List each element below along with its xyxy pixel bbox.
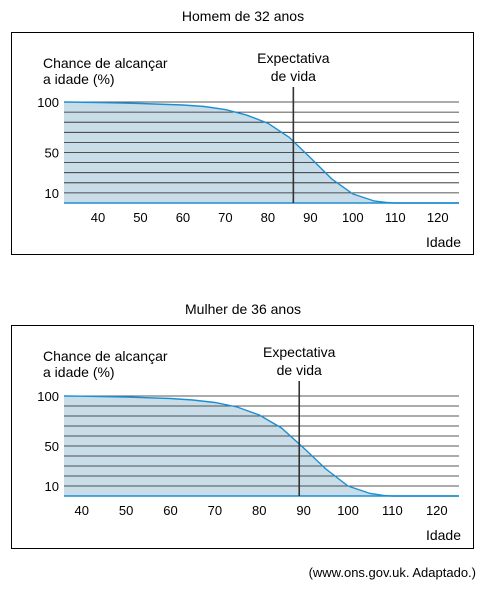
x-tick-label: 40 bbox=[91, 210, 105, 225]
x-axis-label: Idade bbox=[426, 234, 461, 250]
x-tick-label: 80 bbox=[261, 210, 275, 225]
x-tick-label: 50 bbox=[119, 503, 133, 518]
x-tick-label: 70 bbox=[218, 210, 232, 225]
y-tick-label: 100 bbox=[37, 389, 59, 404]
y-axis-label: a idade (%) bbox=[43, 71, 115, 87]
x-tick-label: 70 bbox=[208, 503, 222, 518]
x-tick-label: 60 bbox=[163, 503, 177, 518]
x-tick-label: 50 bbox=[133, 210, 147, 225]
x-tick-label: 120 bbox=[426, 503, 448, 518]
survival-curve bbox=[63, 395, 459, 497]
chart-2-title: Mulher de 36 anos bbox=[185, 301, 301, 317]
y-axis-label: a idade (%) bbox=[43, 364, 115, 380]
x-tick-label: 90 bbox=[296, 503, 310, 518]
survival-curve bbox=[63, 101, 459, 204]
x-tick-label: 100 bbox=[342, 210, 364, 225]
y-tick-label: 50 bbox=[45, 439, 59, 454]
marker-label: de vida bbox=[277, 362, 322, 378]
marker-label: de vida bbox=[271, 68, 316, 84]
x-tick-label: 80 bbox=[252, 503, 266, 518]
y-tick-label: 10 bbox=[45, 479, 59, 494]
x-tick-label: 60 bbox=[176, 210, 190, 225]
y-axis-label: Chance de alcançar bbox=[43, 55, 168, 71]
x-axis-label: Idade bbox=[426, 527, 461, 543]
y-tick-label: 100 bbox=[37, 95, 59, 110]
x-tick-label: 90 bbox=[303, 210, 317, 225]
chart-1-title: Homem de 32 anos bbox=[181, 8, 305, 24]
x-tick-label: 100 bbox=[337, 503, 359, 518]
y-tick-label: 10 bbox=[45, 186, 59, 201]
y-tick-label: 50 bbox=[45, 146, 59, 161]
x-tick-label: 110 bbox=[385, 210, 406, 225]
marker-label: Expectativa bbox=[263, 344, 336, 360]
x-tick-label: 110 bbox=[382, 503, 403, 518]
y-axis-label: Chance de alcançar bbox=[43, 348, 168, 364]
source-note: (www.ons.gov.uk. Adaptado.) bbox=[308, 565, 476, 580]
x-tick-label: 120 bbox=[427, 210, 449, 225]
marker-label: Expectativa bbox=[257, 50, 330, 66]
x-tick-label: 40 bbox=[75, 503, 89, 518]
